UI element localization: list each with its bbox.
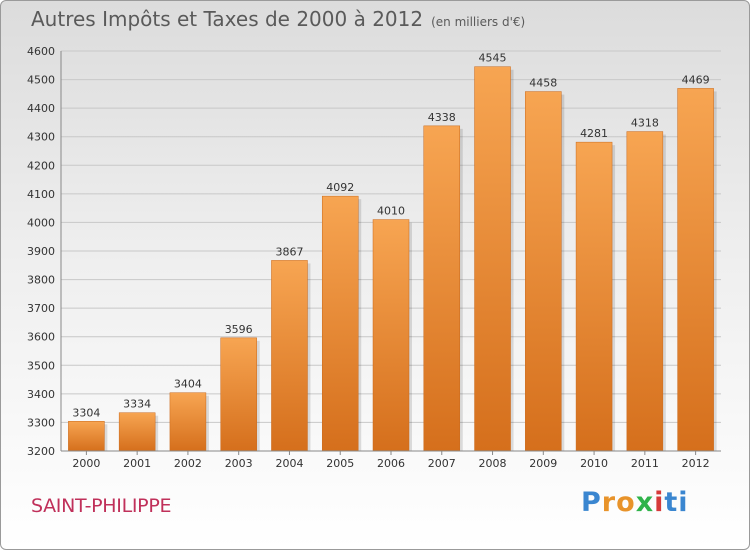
y-tick-label: 3400 — [27, 388, 55, 401]
x-tick-label-2002: 2002 — [174, 457, 202, 470]
bar-2012 — [677, 88, 714, 452]
y-tick-label: 4200 — [27, 159, 55, 172]
data-label-2009: 4458 — [529, 77, 557, 90]
data-labels: 3304 3334 3404 3596 3867 4092 4010 4338 4545 4458… — [72, 52, 709, 420]
y-tick-label: 4100 — [27, 188, 55, 201]
data-label-2005: 4092 — [326, 181, 354, 194]
data-label-2002: 3404 — [174, 378, 202, 391]
x-tick-label-2010: 2010 — [580, 457, 608, 470]
y-tick-label: 4500 — [27, 74, 55, 87]
bar-2007 — [423, 125, 461, 452]
bar-2009 — [525, 91, 562, 452]
y-tick-label: 3600 — [27, 331, 55, 344]
x-tick-label-2006: 2006 — [377, 457, 405, 470]
x-tick-label-2011: 2011 — [631, 457, 659, 470]
location-label: SAINT-PHILIPPE — [31, 495, 172, 517]
bar-2004 — [271, 260, 308, 452]
y-tick-label: 3800 — [27, 274, 55, 287]
y-tick-label: 3900 — [27, 245, 55, 258]
y-tick-label: 4600 — [27, 45, 55, 58]
axes: 3200 3300 3400 3500 3600 3700 3800 3900 4000 4100… — [27, 45, 721, 470]
bar-2002 — [169, 392, 207, 452]
y-tick-label: 4000 — [27, 216, 55, 229]
bar-2005 — [321, 195, 359, 452]
bar-2000 — [68, 421, 105, 452]
data-label-2012: 4469 — [682, 73, 710, 86]
data-label-2006: 4010 — [377, 205, 405, 218]
data-label-2010: 4281 — [580, 127, 608, 140]
x-tick-label-2009: 2009 — [529, 457, 557, 470]
x-tick-label-2004: 2004 — [275, 457, 303, 470]
data-label-2003: 3596 — [225, 323, 253, 336]
x-tick-label-2003: 2003 — [225, 457, 253, 470]
y-tick-label: 4400 — [27, 102, 55, 115]
chart-title: Autres Impôts et Taxes de 2000 à 2012 (en… — [31, 7, 525, 31]
y-tick-label: 3500 — [27, 359, 55, 372]
data-label-2011: 4318 — [631, 117, 659, 130]
chart-subtitle: (en milliers d'€) — [431, 15, 526, 29]
data-label-2007: 4338 — [428, 111, 456, 124]
bar-2003 — [220, 337, 257, 452]
bar-2001 — [118, 412, 156, 452]
data-label-2008: 4545 — [479, 52, 507, 65]
bars — [68, 66, 717, 452]
bar-2011 — [626, 131, 664, 452]
y-tick-label: 3200 — [27, 445, 55, 458]
x-tick-label-2005: 2005 — [326, 457, 354, 470]
x-tick-label-2007: 2007 — [428, 457, 456, 470]
x-tick-label-2008: 2008 — [479, 457, 507, 470]
chart-title-text: Autres Impôts et Taxes de 2000 à 2012 — [31, 7, 424, 31]
y-tick-label: 3700 — [27, 302, 55, 315]
y-tick-label: 4300 — [27, 131, 55, 144]
x-tick-label-2000: 2000 — [72, 457, 100, 470]
bar-2008 — [474, 66, 511, 452]
data-label-2000: 3304 — [72, 406, 100, 419]
data-label-2004: 3867 — [275, 245, 303, 258]
bar-2010 — [575, 141, 613, 452]
y-tick-label: 3300 — [27, 416, 55, 429]
x-tick-label-2012: 2012 — [682, 457, 710, 470]
data-label-2001: 3334 — [123, 398, 151, 411]
x-tick-label-2001: 2001 — [123, 457, 151, 470]
proxiti-logo[interactable]: Proxiti — [581, 487, 689, 518]
bar-2006 — [372, 219, 410, 452]
